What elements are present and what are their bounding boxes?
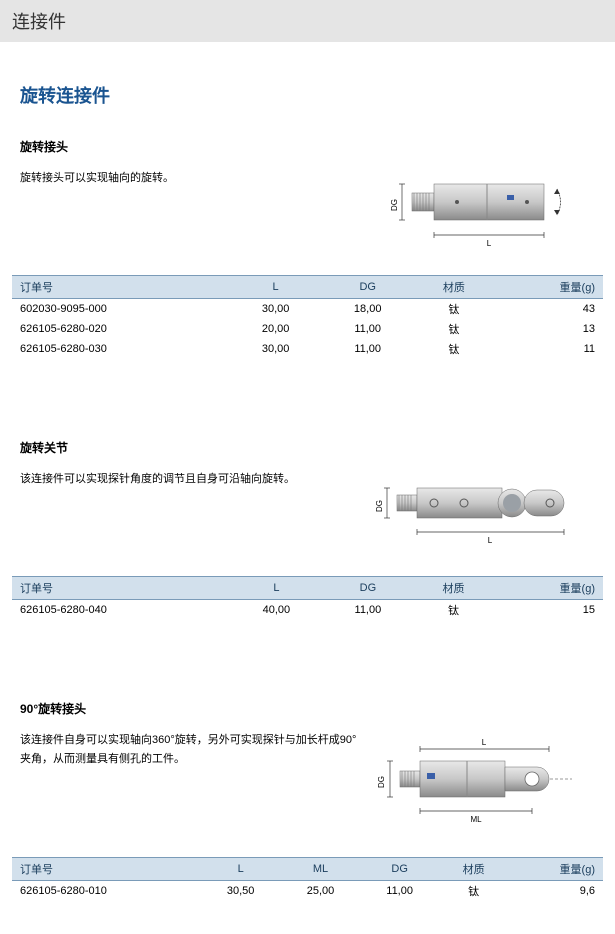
table-row: 626105-6280-01030,5025,0011,00钛9,6 — [12, 881, 603, 902]
section-title: 旋转连接件 — [20, 82, 603, 108]
table-cell: 40,00 — [230, 600, 322, 621]
table-cell: 30,00 — [230, 339, 322, 359]
table-row: 602030-9095-00030,0018,00钛43 — [12, 299, 603, 320]
table-cell: 30,50 — [201, 881, 281, 902]
table-cell: 钛 — [439, 881, 509, 902]
table-header-cell: 材质 — [413, 577, 494, 600]
table-cell: 钛 — [414, 319, 494, 339]
page-header: 连接件 — [0, 0, 615, 42]
table-cell: 钛 — [414, 299, 494, 320]
svg-text:L: L — [481, 738, 486, 747]
table-header-cell: 材质 — [414, 276, 494, 299]
content-area: 旋转连接件 旋转接头旋转接头可以实现轴向的旋转。 DG — [0, 82, 615, 931]
subsection-description: 该连接件可以实现探针角度的调节且自身可沿轴向旋转。 — [20, 470, 360, 489]
table-row: 626105-6280-03030,0011,00钛11 — [12, 339, 603, 359]
table-header-cell: 重量(g) — [494, 276, 603, 299]
table-cell: 25,00 — [281, 881, 361, 902]
table-header-cell: 重量(g) — [494, 577, 603, 600]
table-header-cell: 订单号 — [12, 858, 201, 881]
table-cell: 626105-6280-040 — [12, 600, 230, 621]
table-header-cell: 订单号 — [12, 577, 230, 600]
table-cell: 30,00 — [230, 299, 322, 320]
diagram-rotary-joint: DG L — [372, 470, 592, 560]
page-title: 连接件 — [12, 12, 66, 32]
table-cell: 626105-6280-010 — [12, 881, 201, 902]
subsection-description: 旋转接头可以实现轴向的旋转。 — [20, 169, 360, 188]
subsection-title: 旋转关节 — [20, 439, 603, 456]
svg-text:L: L — [487, 536, 492, 545]
diagram-container: L DG ML — [360, 731, 603, 841]
table-header-cell: DG — [323, 577, 414, 600]
table-cell: 9,6 — [509, 881, 603, 902]
table-header-cell: ML — [281, 858, 361, 881]
subsection: 旋转关节该连接件可以实现探针角度的调节且自身可沿轴向旋转。 DG — [12, 439, 603, 620]
description-diagram-row: 旋转接头可以实现轴向的旋转。 DG — [12, 169, 603, 259]
svg-text:L: L — [486, 239, 491, 248]
subsection-description: 该连接件自身可以实现轴向360°旋转，另外可实现探针与加长杆成90°夹角，从而测… — [20, 731, 360, 768]
diagram-rotary-coupling: DG L — [382, 169, 582, 259]
subsection: 90°旋转接头该连接件自身可以实现轴向360°旋转，另外可实现探针与加长杆成90… — [12, 700, 603, 901]
table-header-cell: L — [230, 577, 322, 600]
table-header-cell: DG — [322, 276, 414, 299]
spec-table: 订单号LMLDG材质重量(g)626105-6280-01030,5025,00… — [12, 857, 603, 901]
table-cell: 602030-9095-000 — [12, 299, 230, 320]
table-cell: 15 — [494, 600, 603, 621]
table-header-cell: 重量(g) — [509, 858, 603, 881]
spec-table: 订单号LDG材质重量(g)602030-9095-00030,0018,00钛4… — [12, 275, 603, 359]
table-cell: 11,00 — [323, 600, 414, 621]
diagram-container: DG L — [360, 169, 603, 259]
table-cell: 13 — [494, 319, 603, 339]
table-row: 626105-6280-02020,0011,00钛13 — [12, 319, 603, 339]
table-header-cell: 订单号 — [12, 276, 230, 299]
table-header-cell: L — [201, 858, 281, 881]
svg-text:DG: DG — [390, 199, 399, 211]
diagram-rotary-90: L DG ML — [372, 731, 592, 841]
table-cell: 18,00 — [322, 299, 414, 320]
table-header-cell: L — [230, 276, 322, 299]
table-header-cell: DG — [360, 858, 438, 881]
table-header-cell: 材质 — [439, 858, 509, 881]
diagram-container: DG L — [360, 470, 603, 560]
table-cell: 626105-6280-020 — [12, 319, 230, 339]
svg-text:DG: DG — [375, 500, 384, 512]
table-cell: 43 — [494, 299, 603, 320]
svg-text:ML: ML — [470, 815, 482, 824]
table-cell: 11,00 — [360, 881, 438, 902]
table-cell: 11,00 — [322, 339, 414, 359]
description-diagram-row: 该连接件自身可以实现轴向360°旋转，另外可实现探针与加长杆成90°夹角，从而测… — [12, 731, 603, 841]
table-cell: 626105-6280-030 — [12, 339, 230, 359]
table-row: 626105-6280-04040,0011,00钛15 — [12, 600, 603, 621]
svg-text:DG: DG — [377, 776, 386, 788]
description-diagram-row: 该连接件可以实现探针角度的调节且自身可沿轴向旋转。 DG — [12, 470, 603, 560]
table-cell: 11 — [494, 339, 603, 359]
table-cell: 11,00 — [322, 319, 414, 339]
table-cell: 钛 — [414, 339, 494, 359]
table-cell: 20,00 — [230, 319, 322, 339]
subsection-title: 旋转接头 — [20, 138, 603, 155]
table-cell: 钛 — [413, 600, 494, 621]
spec-table: 订单号LDG材质重量(g)626105-6280-04040,0011,00钛1… — [12, 576, 603, 620]
subsection: 旋转接头旋转接头可以实现轴向的旋转。 DG — [12, 138, 603, 359]
subsection-title: 90°旋转接头 — [20, 700, 603, 717]
